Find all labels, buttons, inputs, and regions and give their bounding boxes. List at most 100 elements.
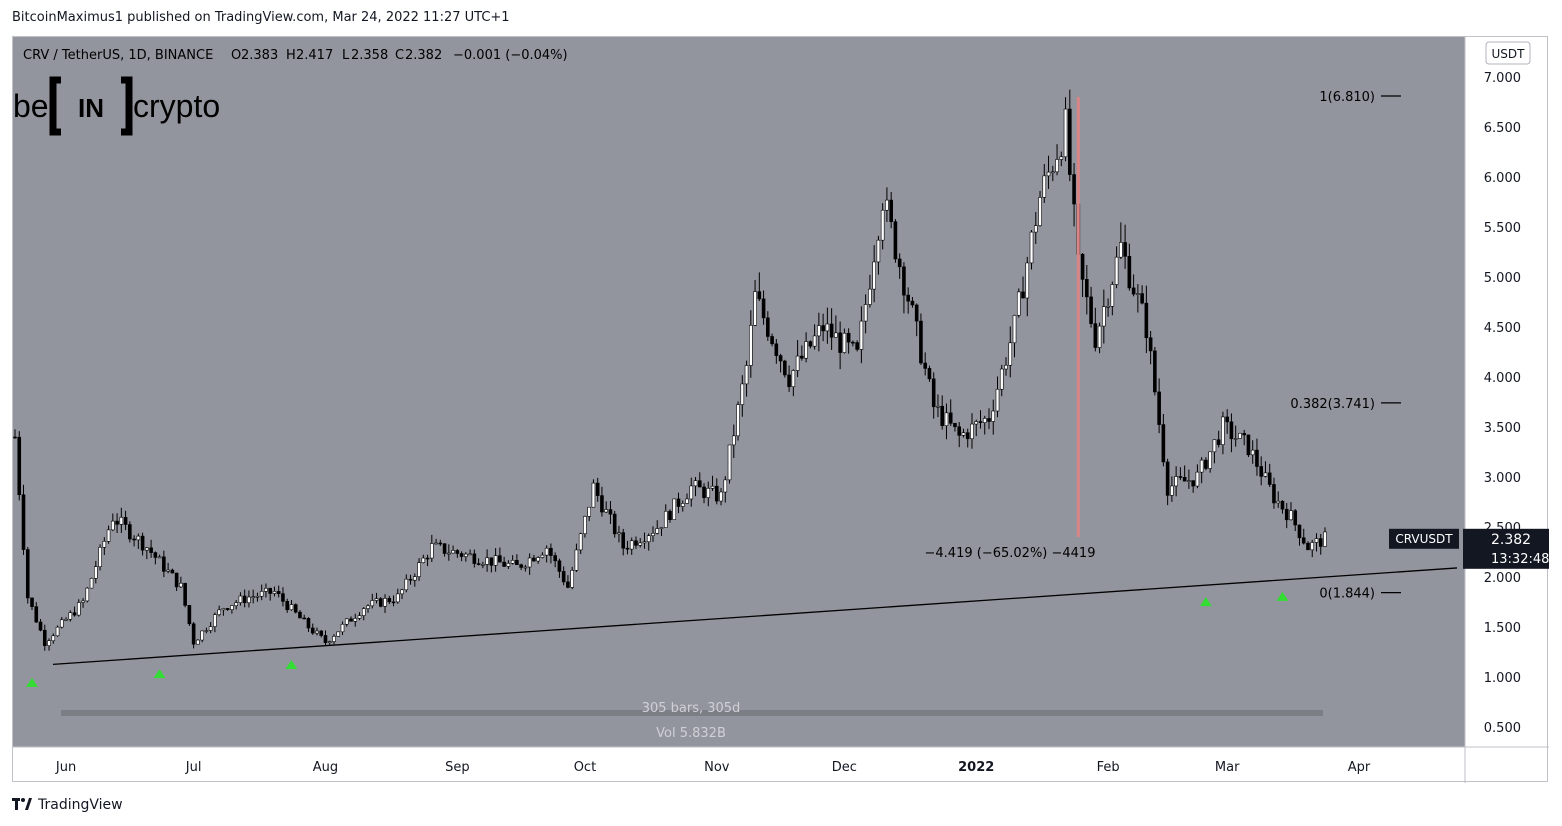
candle-body	[38, 621, 43, 631]
candle-body	[1016, 291, 1021, 316]
logo-right-text: crypto	[133, 88, 220, 124]
candle-body	[804, 341, 808, 359]
price-axis[interactable]: 0.5001.0001.5002.0002.5003.0003.5004.000…	[1464, 37, 1521, 783]
candle-body	[885, 199, 889, 211]
time-axis[interactable]: Jun Jul Aug Sep Oct Nov Dec 2022 Feb Mar Apr	[13, 746, 1549, 775]
candle-body	[21, 494, 26, 550]
candle-body	[791, 370, 796, 388]
candle-body	[561, 571, 566, 583]
candle-body	[455, 550, 460, 554]
candle-body	[430, 543, 434, 559]
candle-body	[540, 554, 545, 558]
candle-body	[1314, 538, 1319, 543]
candle-body	[174, 572, 179, 588]
chart-pane[interactable]	[13, 37, 1465, 747]
price-tick-label: 4.500	[1484, 321, 1521, 336]
candle-body	[1123, 242, 1127, 257]
candle-body	[136, 535, 141, 541]
candle-body	[1293, 510, 1298, 526]
candle-body	[638, 542, 643, 546]
logo-left-text: be	[13, 88, 49, 124]
candle-body	[936, 405, 940, 408]
candle-body	[468, 553, 472, 556]
candle-body	[876, 239, 881, 263]
candle-body	[187, 605, 192, 625]
candle-body	[34, 606, 39, 623]
logo-mid-text: IN	[78, 93, 104, 123]
candle-body	[268, 587, 272, 594]
candle-body	[574, 549, 579, 571]
candle-body	[251, 596, 255, 598]
candle-body	[323, 635, 328, 643]
candle-body	[217, 609, 221, 616]
candle-body	[1182, 476, 1187, 482]
candle-body	[306, 618, 311, 629]
candle-body	[719, 491, 723, 502]
candle-body	[1267, 472, 1272, 485]
candle-body	[1250, 449, 1255, 456]
candle-body	[332, 636, 336, 642]
candle-body	[906, 294, 910, 302]
candle-body	[608, 509, 613, 515]
candle-body	[25, 549, 30, 599]
candle-body	[1323, 531, 1327, 547]
price-tick-label: 4.000	[1484, 371, 1521, 386]
candle-body	[196, 639, 200, 645]
candle-body	[1127, 256, 1132, 289]
measure-label: −4.419 (−65.02%) −4419	[925, 546, 1096, 561]
candle-body	[978, 421, 983, 423]
candle-body	[557, 560, 562, 572]
candle-body	[570, 570, 574, 588]
becrypto-logo: be IN crypto	[13, 76, 220, 136]
candle-body	[293, 604, 298, 613]
candle-body	[974, 421, 979, 425]
candle-body	[1144, 302, 1149, 339]
candle-body	[812, 335, 817, 347]
candle-body	[149, 547, 153, 553]
candle-body	[213, 614, 217, 627]
candle-body	[1259, 466, 1264, 477]
candle-body	[89, 578, 94, 589]
candle-body	[927, 368, 932, 380]
candle-body	[425, 557, 430, 560]
legend-o-label: O	[231, 48, 241, 63]
support-trendline[interactable]	[52, 567, 1458, 666]
candle-body	[208, 626, 213, 631]
candle-body	[910, 300, 915, 306]
candle-body	[264, 587, 268, 592]
candle-body	[259, 591, 264, 597]
candle-body	[689, 485, 694, 500]
candle-body	[544, 547, 549, 556]
candles-layer	[13, 89, 1327, 651]
legend-o-value: 2.383	[241, 48, 278, 63]
publisher-line: BitcoinMaximus1 published on TradingView…	[12, 10, 510, 25]
candle-body	[646, 535, 651, 543]
time-tick-label: Sep	[445, 760, 470, 775]
chart[interactable]: be IN crypto CRV / TetherUS, 1D, BINANCE…	[13, 37, 1549, 783]
candle-body	[442, 543, 447, 554]
candle-body	[821, 325, 825, 332]
chart-frame[interactable]: be IN crypto CRV / TetherUS, 1D, BINANCE…	[12, 36, 1549, 783]
candle-body	[880, 209, 885, 241]
candle-body	[1050, 171, 1055, 174]
candle-body	[510, 560, 515, 564]
time-tick-label: 2022	[958, 760, 994, 775]
candle-body	[710, 485, 715, 489]
candle-body	[225, 608, 230, 610]
candle-body	[42, 629, 47, 646]
candle-body	[1110, 284, 1115, 307]
currency-badge[interactable]: USDT	[1485, 41, 1531, 65]
footer-brand[interactable]: TradingView	[38, 797, 123, 813]
candle-body	[123, 517, 128, 525]
legend-h-value: 2.417	[296, 48, 333, 63]
bounce-arrow-icon	[26, 677, 39, 687]
candle-body	[1148, 337, 1153, 352]
price-tick-label: 1.000	[1484, 671, 1521, 686]
candle-body	[234, 602, 238, 607]
candle-body	[846, 332, 851, 343]
candle-body	[94, 566, 98, 579]
candle-body	[481, 564, 485, 566]
candle-body	[566, 581, 570, 588]
candle-body	[1033, 225, 1038, 233]
candle-body	[489, 557, 494, 566]
